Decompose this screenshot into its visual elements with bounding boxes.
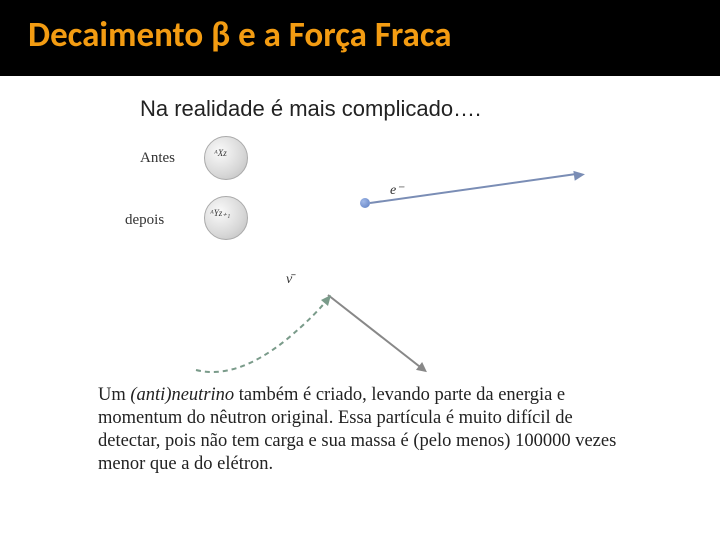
explanation-paragraph: Um (anti)neutrino também é criado, levan… (98, 384, 638, 477)
label-after: depois (125, 212, 164, 229)
paragraph-italic: (anti)neutrino (130, 385, 234, 405)
nucleus-after-label: ᴬYᴢ₊₁ (210, 208, 230, 219)
decay-diagram: Antes depois ᴬXᴢ ᴬYᴢ₊₁ e⁻ ν̄ (100, 130, 620, 360)
electron-dot (360, 198, 370, 208)
slide-title: Decaimento β e a Força Fraca (28, 14, 452, 56)
paragraph-lead: Um (98, 385, 130, 405)
neutrino-label: ν̄ (286, 272, 292, 288)
nucleus-before-label: ᴬXᴢ (214, 148, 227, 158)
electron-arrow-head (573, 169, 585, 180)
nucleus-before (204, 136, 248, 180)
dashed-curve-icon (186, 290, 346, 380)
slide-subtitle: Na realidade é mais complicado…. (140, 96, 481, 122)
label-before: Antes (140, 150, 175, 167)
